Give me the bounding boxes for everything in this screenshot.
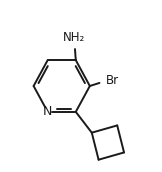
Text: Br: Br (106, 74, 119, 87)
Text: NH₂: NH₂ (63, 31, 85, 45)
Text: N: N (43, 105, 52, 118)
